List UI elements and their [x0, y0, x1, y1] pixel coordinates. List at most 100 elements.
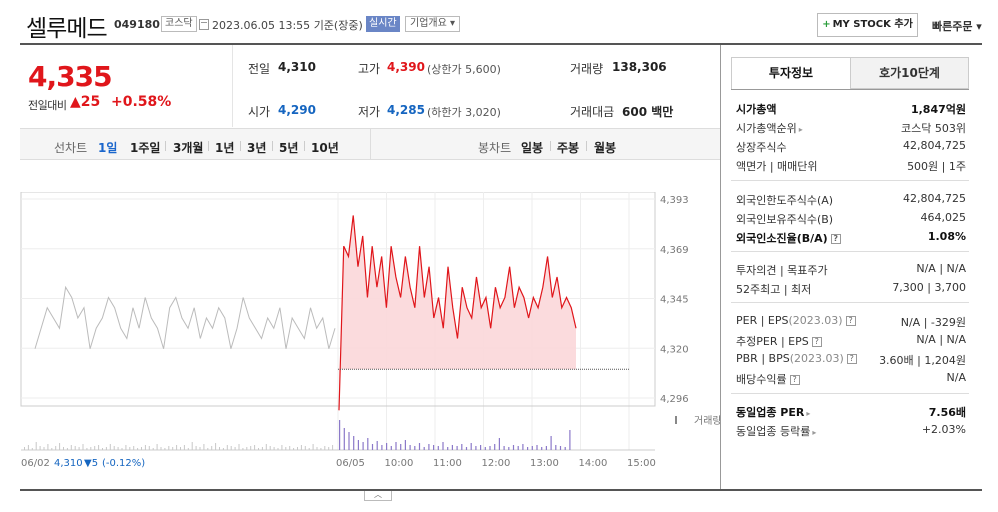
volume-bar: [541, 447, 543, 450]
est-per-value: N/A | N/A: [916, 333, 966, 346]
volume-bar: [480, 445, 482, 450]
period-bar-divider: [370, 129, 371, 160]
volume-bar: [400, 444, 402, 450]
period-1w[interactable]: 1주일: [130, 141, 161, 155]
upper-limit: (상한가 5,600): [427, 63, 501, 76]
x-tick-label: 15:00: [627, 458, 656, 469]
volume-bar: [86, 448, 88, 450]
candle-weekly[interactable]: 주봉: [557, 141, 580, 155]
help-icon[interactable]: ?: [830, 234, 841, 244]
period-1y[interactable]: 1년: [215, 141, 235, 155]
price-chart[interactable]: 4,393 4,369 4,345 4,320 4,296 06/05 10:00 11:00…: [20, 192, 720, 476]
prev-close-value: 4,310: [54, 458, 83, 469]
per-text: PER | EPS: [736, 314, 789, 327]
market-tag: 코스닥: [161, 16, 197, 32]
arrow-right-icon: ▸: [806, 409, 811, 418]
volume-bar: [381, 445, 383, 450]
company-overview-dropdown[interactable]: 기업개요 ▾: [405, 16, 460, 32]
period-3y[interactable]: 3년: [247, 141, 267, 155]
market-cap-label: 시가총액: [736, 103, 777, 116]
help-icon[interactable]: ?: [845, 316, 856, 326]
volume-bar: [152, 448, 154, 450]
foreign-ratio-text: 외국인소진율(B/A): [736, 232, 828, 245]
prev-day-line: [34, 285, 336, 349]
volume-bar: [277, 448, 279, 450]
x-tick-label: 06/05: [336, 458, 365, 469]
foreign-ratio-value: 1.08%: [927, 230, 966, 243]
period-5y[interactable]: 5년: [279, 141, 299, 155]
realtime-button[interactable]: 실시간: [366, 16, 400, 32]
expand-chevron-icon[interactable]: ︿: [364, 491, 392, 501]
candle-chart-label: 봉차트: [478, 141, 512, 155]
volume-bar: [269, 446, 271, 450]
volume-bar: [176, 445, 178, 450]
volume-bar: [195, 446, 197, 450]
week52-value: 7,300 | 3,700: [892, 281, 966, 294]
tab-orderbook[interactable]: 호가10단계: [850, 57, 969, 89]
x-tick-label: 14:00: [579, 458, 608, 469]
prev-close-label: 전일: [248, 62, 271, 76]
quick-order-dropdown[interactable]: 빠른주문 ▾: [932, 20, 982, 33]
cap-rank-label[interactable]: 시가총액순위 ▸: [736, 120, 803, 136]
price-line: [338, 215, 577, 411]
period-3m[interactable]: 3개월: [173, 141, 204, 155]
pbr-date: (2023.03): [789, 352, 844, 365]
volume-bar: [74, 446, 76, 450]
prev-change: ▼5: [84, 458, 98, 469]
volume-bar: [51, 448, 53, 450]
help-icon[interactable]: ?: [811, 337, 822, 347]
volume-bar: [367, 438, 369, 450]
help-icon[interactable]: ?: [789, 375, 800, 385]
cap-rank-value: 코스닥 503위: [901, 122, 966, 135]
my-stock-add-button[interactable]: + MY STOCK 추가: [817, 13, 918, 37]
foreign-limit-value: 42,804,725: [903, 192, 966, 205]
period-10y[interactable]: 10년: [311, 141, 339, 155]
volume-bar: [109, 444, 111, 450]
volume-bar: [409, 445, 411, 450]
change-value: ▲25: [70, 94, 101, 110]
volume-legend-swatch: [675, 416, 677, 424]
volume-bar: [423, 447, 425, 450]
help-icon[interactable]: ?: [846, 354, 857, 364]
volume-bar: [219, 447, 220, 450]
volume-bar: [465, 447, 468, 450]
volume-bar: [324, 446, 326, 450]
volume-bar: [456, 446, 458, 450]
candle-monthly[interactable]: 월봉: [594, 141, 617, 155]
industry-rate-label[interactable]: 동일업종 등락률 ▸: [736, 423, 816, 439]
volume-bar: [461, 444, 463, 450]
foreign-limit-label: 외국인한도주식수(A): [736, 194, 834, 207]
plus-icon: +: [822, 19, 831, 30]
volume-bar: [215, 443, 217, 450]
volume-bar: [498, 438, 500, 450]
listed-shares-value: 42,804,725: [903, 139, 966, 152]
volume-bar: [437, 446, 439, 450]
per-label: PER | EPS(2023.03)?: [736, 314, 856, 327]
volume-bar: [569, 430, 571, 450]
volume-bar: [35, 442, 37, 450]
volume-bar: [70, 445, 72, 450]
low-value: 4,285: [387, 103, 425, 117]
change-label: 전일대비: [28, 99, 67, 112]
dividend-value: N/A: [946, 371, 966, 384]
my-stock-label: MY STOCK 추가: [832, 19, 913, 30]
foreign-ratio-label[interactable]: 외국인소진율(B/A)?: [736, 230, 841, 246]
period-1d[interactable]: 1일: [98, 141, 118, 155]
candle-daily[interactable]: 일봉: [521, 141, 544, 155]
volume-bar: [508, 447, 510, 450]
tab-invest-info[interactable]: 투자정보: [731, 57, 851, 89]
volume-bar: [94, 446, 96, 450]
volume-bar: [300, 445, 302, 450]
prev-day-label: 06/02: [21, 458, 50, 469]
stock-name: 셀루메드: [26, 16, 108, 42]
volume-bar: [332, 445, 334, 450]
industry-per-label[interactable]: 동일업종 PER ▸: [736, 404, 810, 420]
volume-bar: [293, 448, 295, 450]
volume-bar: [343, 428, 345, 450]
volume-bar: [285, 447, 287, 450]
volume-bar: [522, 444, 524, 450]
volume-bar: [137, 448, 139, 450]
volume-bar: [273, 447, 275, 450]
volume-bar: [371, 444, 374, 450]
volume-bar: [63, 447, 64, 450]
